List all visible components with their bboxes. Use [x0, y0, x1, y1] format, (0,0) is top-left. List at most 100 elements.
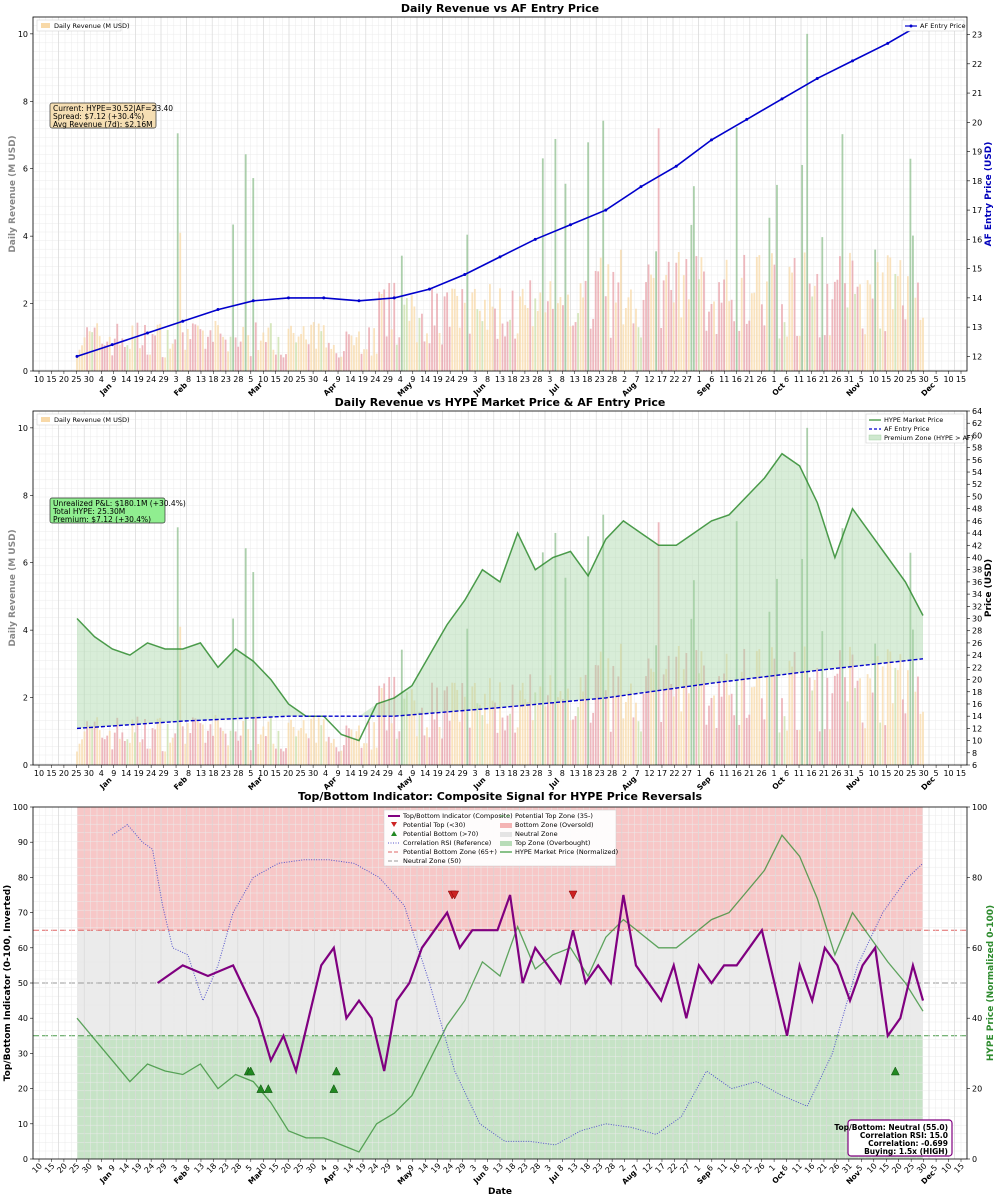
revenue-bar	[176, 527, 179, 765]
revenue-bar	[461, 289, 464, 371]
revenue-bar	[184, 743, 187, 765]
revenue-bar	[78, 349, 81, 371]
revenue-bar	[207, 336, 209, 371]
revenue-bar	[267, 327, 270, 371]
revenue-bar	[811, 296, 814, 371]
revenue-bar	[375, 353, 378, 371]
revenue-bar	[199, 723, 202, 765]
revenue-bar	[881, 272, 884, 371]
y-tick-label: 0	[23, 367, 28, 376]
revenue-bar	[499, 682, 501, 765]
potential-bottom-marker	[263, 1084, 273, 1093]
revenue-bar	[841, 528, 844, 765]
revenue-bar	[252, 178, 255, 371]
revenue-bar	[400, 255, 403, 371]
revenue-bar	[86, 327, 88, 371]
y-tick-label: 2	[23, 300, 28, 309]
revenue-bar	[212, 341, 214, 371]
revenue-bar	[748, 714, 751, 765]
top-bottom-indicator-line	[156, 894, 925, 1075]
revenue-bar	[672, 302, 675, 371]
revenue-bar	[871, 692, 874, 765]
x-tick-label: 29	[159, 769, 169, 778]
x-tick-label: 8	[186, 375, 191, 384]
x-tick-label: 26	[757, 769, 767, 778]
revenue-bar	[287, 722, 290, 765]
revenue-bar	[710, 303, 713, 371]
x-tick-label: 25	[906, 769, 916, 778]
y-tick-label-right: 20	[972, 676, 982, 685]
x-tick-label: 15	[46, 375, 56, 384]
revenue-bar	[476, 703, 479, 765]
revenue-bar	[468, 333, 471, 371]
x-tick-label: 15	[952, 1161, 966, 1175]
revenue-bar	[393, 676, 396, 765]
revenue-bar	[405, 692, 408, 765]
y-tick-label: 10	[18, 1120, 28, 1129]
revenue-bar	[922, 317, 924, 371]
x-tick-label: 15	[46, 769, 56, 778]
chart-2-left-ylabel: Daily Revenue (M USD)	[8, 529, 18, 646]
revenue-bar	[866, 674, 869, 765]
revenue-bar	[816, 273, 819, 371]
x-tick-label: 20	[283, 769, 293, 778]
revenue-bar	[174, 339, 177, 371]
revenue-bar	[76, 751, 78, 765]
y-tick-label-right: 23	[972, 31, 982, 40]
revenue-bar	[395, 738, 398, 765]
revenue-bar	[131, 719, 134, 765]
x-tick-label: 4	[99, 375, 104, 384]
revenue-bar	[773, 658, 776, 765]
x-tick-label: 23	[595, 769, 605, 778]
revenue-bar	[798, 729, 801, 765]
revenue-bar	[478, 704, 481, 765]
revenue-bar	[421, 707, 423, 765]
revenue-bar	[718, 282, 720, 371]
x-tick-label: 24	[146, 769, 156, 778]
revenue-bar	[559, 297, 562, 371]
x-tick-label: 29	[379, 1161, 393, 1175]
revenue-bar	[416, 736, 418, 765]
revenue-bar	[322, 719, 325, 765]
x-tick-label: 9	[111, 769, 116, 778]
legend-swatch-premium	[868, 434, 882, 441]
revenue-bar	[534, 692, 537, 765]
revenue-bar	[715, 727, 718, 765]
y-tick-label: 100	[13, 803, 28, 812]
revenue-bar	[604, 296, 607, 371]
revenue-bar	[413, 306, 416, 371]
revenue-bar	[670, 683, 673, 765]
y-tick-label: 6	[23, 559, 28, 568]
potential-top-marker	[568, 890, 578, 900]
potential-bottom-marker	[331, 1066, 341, 1076]
y-tick-label: 60	[18, 944, 28, 953]
revenue-bar	[836, 673, 839, 765]
revenue-bar	[300, 334, 302, 371]
revenue-bar	[768, 611, 771, 765]
af-entry-price-point	[428, 287, 431, 291]
revenue-bar	[771, 647, 773, 765]
revenue-bar	[869, 284, 872, 371]
revenue-bar	[738, 724, 741, 765]
revenue-bar	[101, 737, 104, 765]
x-tick-label: 7	[630, 1163, 640, 1173]
revenue-bar	[227, 745, 229, 765]
x-tick-label: 12	[644, 375, 654, 384]
af-entry-price-point	[251, 299, 255, 303]
revenue-bar	[81, 345, 83, 371]
revenue-bar	[667, 261, 670, 371]
x-tick-label: 15	[881, 375, 891, 384]
revenue-bar	[783, 322, 786, 371]
revenue-bar	[136, 716, 139, 765]
af-entry-price-point	[287, 296, 290, 300]
annotation-line-2: Correlation RSI: 15.0	[860, 1131, 948, 1140]
revenue-bar	[285, 748, 287, 765]
revenue-bar	[788, 660, 791, 765]
y-tick-label-right: 36	[972, 578, 982, 587]
revenue-bar	[302, 720, 305, 765]
revenue-bar	[217, 719, 219, 765]
revenue-bar	[627, 691, 630, 765]
x-tick-label: 4	[398, 769, 403, 778]
revenue-bar	[486, 723, 489, 765]
revenue-bar	[164, 751, 167, 765]
